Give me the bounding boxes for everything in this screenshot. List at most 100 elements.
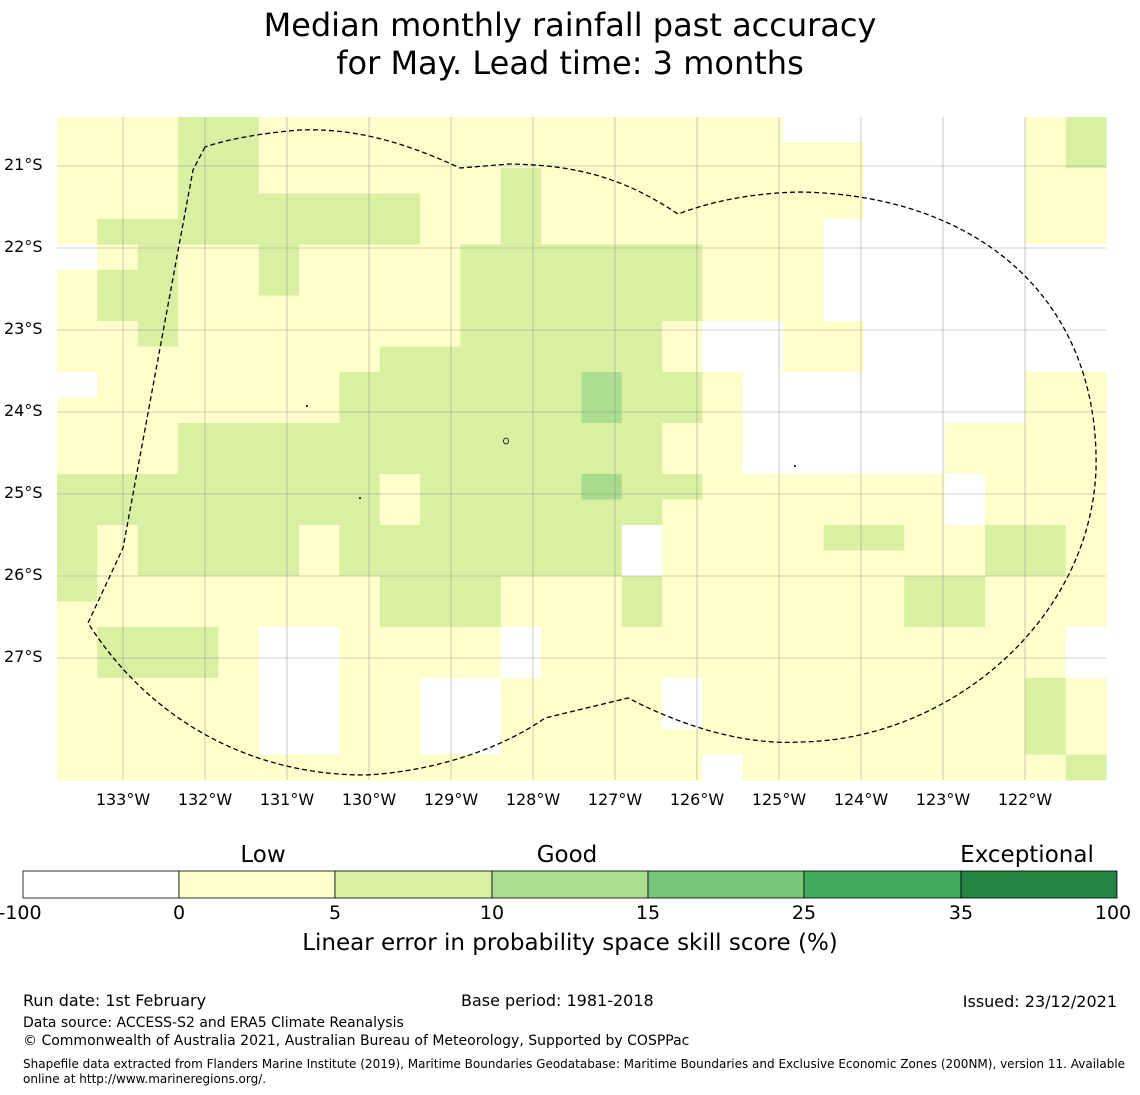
grid-cell	[500, 346, 542, 373]
grid-cell	[662, 576, 704, 603]
grid-cell	[1065, 550, 1107, 577]
grid-cell	[581, 652, 623, 679]
grid-cell	[1065, 754, 1107, 781]
grid-cell	[1025, 601, 1067, 628]
grid-cell	[460, 270, 502, 297]
grid-cell	[1025, 678, 1067, 705]
grid-cell	[863, 142, 905, 169]
grid-cell	[500, 678, 542, 705]
grid-cell	[904, 168, 946, 195]
grid-cell	[57, 576, 98, 603]
grid-cell	[299, 372, 341, 399]
grid-cell	[420, 474, 462, 501]
grid-cell	[541, 142, 583, 169]
grid-cell	[702, 499, 744, 526]
grid-cell	[662, 193, 704, 220]
grid-cell	[420, 397, 462, 424]
grid-cell	[339, 117, 381, 144]
grid-cell	[218, 678, 260, 705]
lat-label: 27°S	[4, 647, 43, 666]
grid-cell	[299, 142, 341, 169]
colorbar-segment	[803, 870, 962, 899]
grid-cell	[97, 754, 139, 781]
grid-cell	[1025, 448, 1067, 475]
grid-cell	[541, 499, 583, 526]
grid-cell	[1065, 295, 1107, 322]
grid-cell	[1065, 193, 1107, 220]
grid-cell	[299, 219, 341, 246]
grid-cell	[581, 601, 623, 628]
grid-cell	[863, 448, 905, 475]
grid-cell	[420, 448, 462, 475]
grid-cell	[621, 499, 663, 526]
shapefile-credit-line-1: Shapefile data extracted from Flanders M…	[23, 1057, 1126, 1071]
grid-cell	[258, 372, 300, 399]
grid-cell	[863, 576, 905, 603]
grid-cell	[218, 142, 260, 169]
grid-cell	[984, 295, 1026, 322]
grid-cell	[339, 525, 381, 552]
grid-cell	[218, 601, 260, 628]
grid-cell	[460, 321, 502, 348]
grid-cell	[137, 652, 179, 679]
grid-cell	[379, 270, 421, 297]
grid-cell	[218, 168, 260, 195]
grid-cell	[742, 627, 784, 654]
grid-cell	[541, 525, 583, 552]
colorbar-tick: 0	[172, 902, 186, 924]
grid-cell	[258, 729, 300, 756]
copyright: © Commonwealth of Australia 2021, Austra…	[23, 1033, 690, 1049]
grid-cell	[339, 397, 381, 424]
grid-cell	[1025, 346, 1067, 373]
grid-cell	[783, 321, 825, 348]
colorbar-tick: 5	[328, 902, 342, 924]
grid-cell	[944, 652, 986, 679]
grid-cell	[258, 244, 300, 271]
colorbar-title: Linear error in probability space skill …	[302, 930, 838, 956]
grid-cell	[97, 525, 139, 552]
grid-cell	[460, 397, 502, 424]
grid-cell	[944, 346, 986, 373]
grid-cell	[783, 423, 825, 450]
grid-cell	[1025, 474, 1067, 501]
colorbar-tick: 25	[791, 902, 817, 924]
grid-cell	[500, 372, 542, 399]
grid-cell	[863, 652, 905, 679]
grid-cell	[137, 397, 179, 424]
grid-cell	[541, 270, 583, 297]
grid-cell	[57, 678, 98, 705]
grid-cell	[541, 117, 583, 144]
grid-cell	[944, 525, 986, 552]
grid-cell	[299, 678, 341, 705]
grid-cell	[581, 729, 623, 756]
grid-cell	[379, 219, 421, 246]
grid-cell	[581, 627, 623, 654]
grid-cell	[823, 321, 865, 348]
grid-cell	[420, 525, 462, 552]
grid-cell	[904, 295, 946, 322]
grid-cell	[57, 423, 98, 450]
grid-cell	[299, 346, 341, 373]
grid-cell	[97, 321, 139, 348]
grid-cell	[783, 219, 825, 246]
grid-cell	[621, 474, 663, 501]
grid-cell	[339, 652, 381, 679]
grid-cell	[783, 142, 825, 169]
grid-cell	[742, 193, 784, 220]
grid-cell	[178, 244, 219, 271]
grid-cell	[339, 627, 381, 654]
grid-cell	[258, 117, 300, 144]
grid-cell	[379, 397, 421, 424]
grid-cell	[218, 295, 260, 322]
grid-cell	[823, 576, 865, 603]
grid-cell	[97, 576, 139, 603]
grid-cell	[783, 678, 825, 705]
grid-cell	[702, 550, 744, 577]
colorbar-tick: 100	[1094, 902, 1132, 924]
grid-cell	[984, 703, 1026, 730]
data-source: Data source: ACCESS-S2 and ERA5 Climate …	[23, 1015, 404, 1031]
grid-cell	[944, 270, 986, 297]
grid-cell	[339, 168, 381, 195]
grid-cell	[299, 244, 341, 271]
grid-cell	[823, 499, 865, 526]
